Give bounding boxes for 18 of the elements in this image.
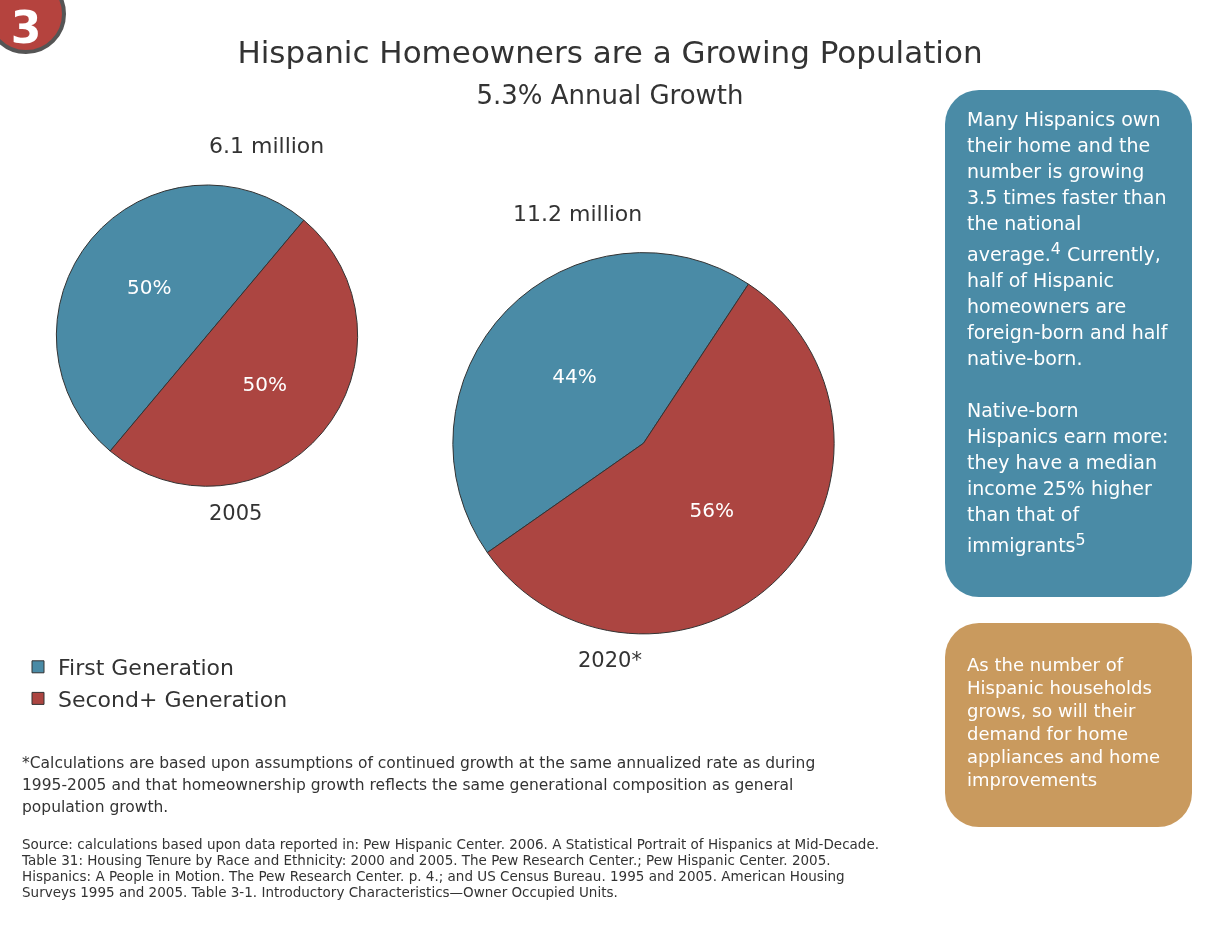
text: Native-born Hispanics earn more: they have a median income 25% higher than that of immigrants$^{5}$ [967, 399, 1169, 557]
text: 5.3% Annual Growth [476, 80, 744, 110]
text: Hispanic Homeowners are a Growing Population [237, 34, 983, 70]
data-label: 50% [127, 275, 172, 300]
data-label: 50% [242, 372, 287, 397]
text: 6.1 million [209, 133, 325, 158]
legend-label: First Generation [58, 655, 235, 681]
data-label: 56% [689, 497, 735, 522]
text: As the number of Hispanic households grows, so will their demand for home appliances and home improvements [945, 623, 1192, 827]
slice-label: 2020* [578, 648, 642, 672]
source-note: Source: calculations based upon data reported in: Pew Hispanic Center. 2006. A Statistical Portrait of Hispanics at Mid-Decade. Table 31: Housing Tenure by Race and Ethnicity: 2000 and 2005. The Pew Research Center.; Pew Hispanic Center. 2005. Hispanics: A People in Motion. The Pew Research Center. p. 4.; and US Census Bureau. 1995 and 2005. American Housing Surveys 1995 and 2005. Table 3-1. Introductory Characteristics—Owner Occupied Units. [22, 836, 880, 900]
text: *Calculations are based upon assumptions of continued growth at the same annualized rate as during 1995-2005 and that homeownership growth reflects the same generational composition as general population growth. [22, 753, 817, 818]
legend-label: Second+ Generation [58, 686, 288, 712]
data-label: 44% [552, 364, 597, 389]
text: 3 [0, 0, 66, 54]
text: Many Hispanics own their home and the number is growing 3.5 times faster than the national average.$^{4}$ Currently, half of Hispanic homeowners are foreign-born and half native-born. [967, 108, 1168, 370]
slice-label: 2005 [209, 501, 263, 525]
text: 11.2 million [513, 201, 643, 226]
